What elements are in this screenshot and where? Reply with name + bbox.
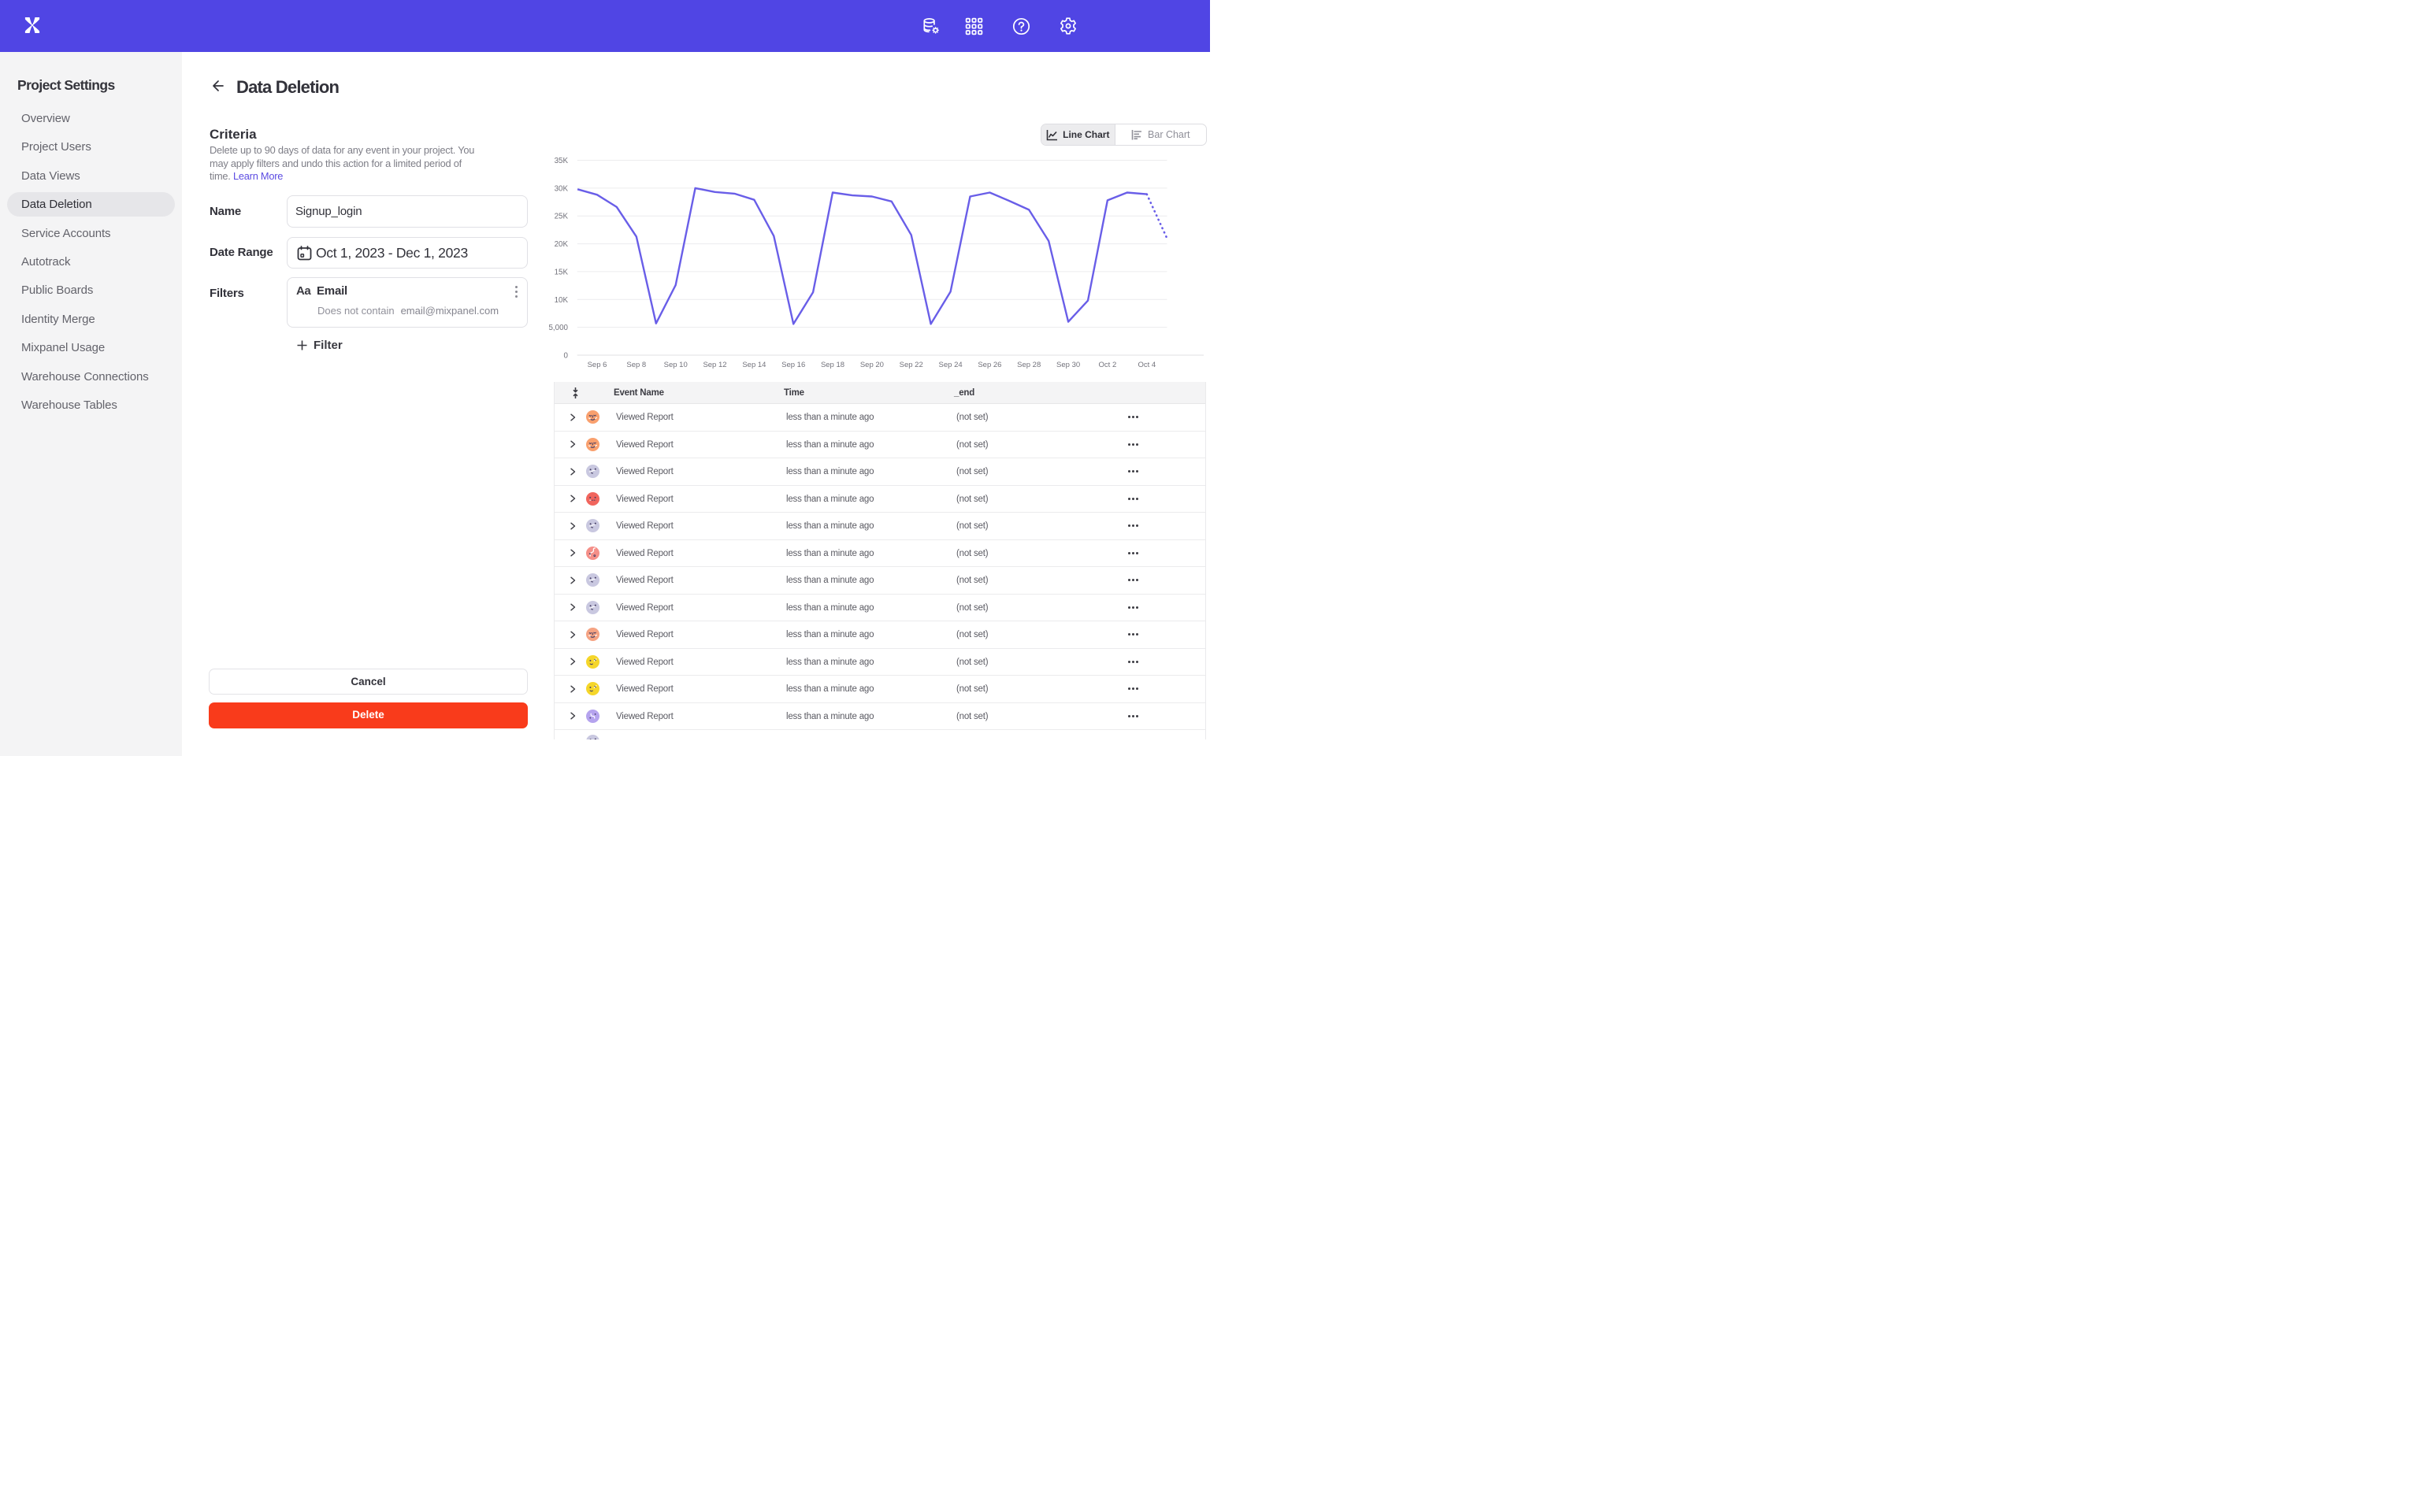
- svg-text:Sep 26: Sep 26: [978, 361, 1001, 369]
- svg-text:Oct 4: Oct 4: [1138, 361, 1156, 369]
- svg-text:Sep 30: Sep 30: [1056, 361, 1080, 369]
- svg-text:Sep 14: Sep 14: [742, 361, 766, 369]
- svg-text:Oct 2: Oct 2: [1099, 361, 1117, 369]
- svg-text:Sep 16: Sep 16: [781, 361, 805, 369]
- svg-text:15K: 15K: [555, 268, 569, 276]
- svg-text:Sep 10: Sep 10: [664, 361, 688, 369]
- svg-text:0: 0: [564, 352, 569, 361]
- svg-text:Sep 6: Sep 6: [588, 361, 607, 369]
- svg-text:Sep 12: Sep 12: [703, 361, 726, 369]
- svg-text:10K: 10K: [555, 296, 569, 305]
- svg-text:Sep 22: Sep 22: [900, 361, 923, 369]
- svg-text:20K: 20K: [555, 240, 569, 249]
- svg-text:Sep 8: Sep 8: [626, 361, 646, 369]
- svg-text:25K: 25K: [555, 213, 569, 221]
- svg-text:Sep 28: Sep 28: [1017, 361, 1041, 369]
- svg-text:Sep 24: Sep 24: [939, 361, 963, 369]
- svg-text:5,000: 5,000: [548, 324, 568, 332]
- svg-text:30K: 30K: [555, 184, 569, 193]
- svg-text:Sep 20: Sep 20: [860, 361, 884, 369]
- svg-text:35K: 35K: [555, 157, 569, 165]
- svg-text:Sep 18: Sep 18: [821, 361, 844, 369]
